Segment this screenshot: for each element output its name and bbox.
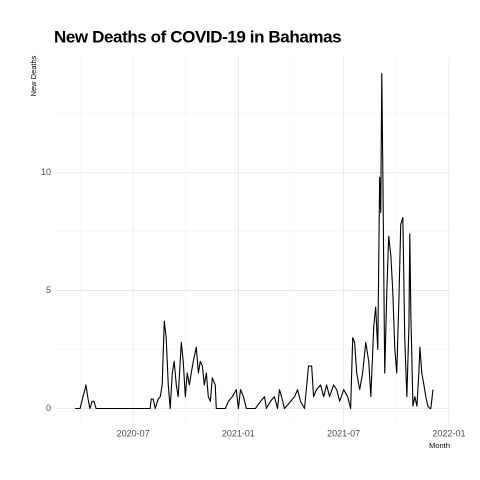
- y-axis-label: New Deaths: [29, 55, 38, 96]
- y-tick-label: 0: [46, 403, 51, 413]
- x-tick-label: 2020-07: [117, 428, 150, 438]
- x-tick-label: 2021-01: [222, 428, 255, 438]
- x-tick-label: 2021-07: [327, 428, 360, 438]
- chart-title: New Deaths of COVID-19 in Bahamas: [54, 27, 341, 46]
- y-tick-label: 10: [41, 167, 51, 177]
- data-line: [75, 72, 434, 410]
- x-axis-label: Month: [429, 441, 450, 450]
- x-tick-label: 2022-01: [432, 428, 465, 438]
- y-tick-label: 5: [46, 285, 51, 295]
